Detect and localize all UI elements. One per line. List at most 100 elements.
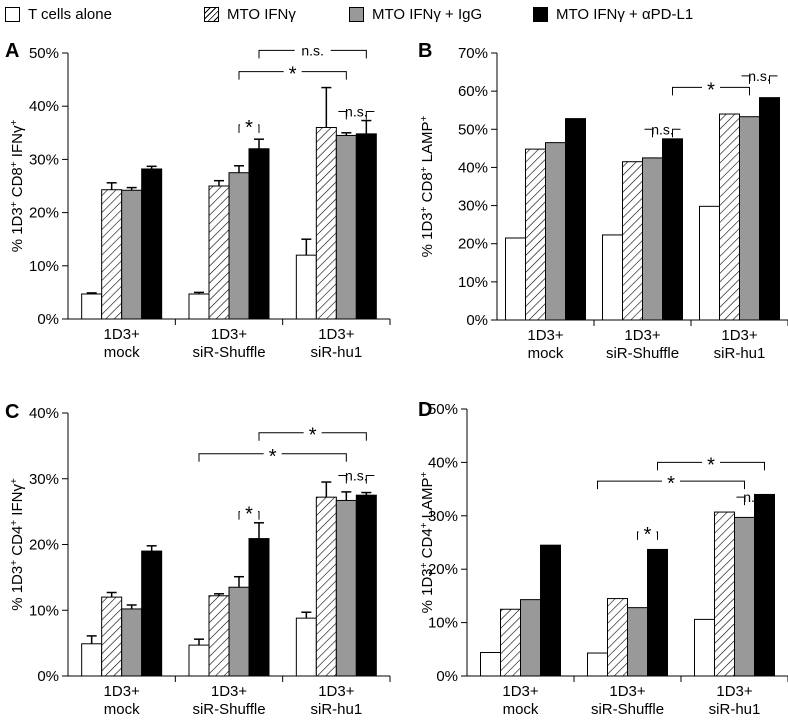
significance-bracket <box>720 461 765 471</box>
bar-t-cells-alone <box>295 617 317 677</box>
bar-mto-ifn <box>315 496 337 677</box>
y-axis-label-part: LAMP <box>419 477 436 522</box>
legend-swatch-white <box>5 7 20 22</box>
significance-star: * <box>667 473 675 495</box>
bar-t-cells-alone <box>587 652 608 677</box>
bar-mto-ifn-igg <box>121 189 143 320</box>
bar-mto-ifn-igg <box>545 142 566 321</box>
x-category-label: siR-Shuffle <box>591 701 664 718</box>
bar-mto-ifn-apdl1 <box>248 538 270 677</box>
y-axis-label-superscript: + <box>9 478 20 484</box>
y-axis-label-superscript: + <box>9 520 20 526</box>
significance-bracket <box>330 49 367 59</box>
y-tick-label: 30% <box>458 198 488 215</box>
y-axis-label-part: % 1D3 <box>419 212 436 257</box>
y-tick-label: 50% <box>428 401 458 418</box>
significance-star: * <box>289 64 297 86</box>
y-tick-label: 40% <box>29 98 59 115</box>
x-category-label: 1D3+ <box>721 327 758 344</box>
bar-mto-ifn <box>208 185 230 320</box>
y-axis-label-part: % 1D3 <box>419 568 436 613</box>
x-category-label: 1D3+ <box>527 327 564 344</box>
significance-bracket <box>769 75 778 84</box>
x-category-label: mock <box>503 701 539 718</box>
y-tick-label: 0% <box>37 311 59 328</box>
bar-t-cells-alone <box>694 618 715 677</box>
y-axis-label: % 1D3+ CD8+ LAMP+ <box>419 115 437 257</box>
y-tick-label: 30% <box>29 471 59 488</box>
significance-bracket <box>365 474 375 484</box>
y-tick-label: 20% <box>458 236 488 253</box>
bar-mto-ifn-igg <box>739 116 760 321</box>
x-category-label: mock <box>104 701 140 718</box>
y-axis-label-part: IFNγ <box>9 484 26 520</box>
bar-mto-ifn-igg <box>734 516 755 677</box>
legend-label: T cells alone <box>28 6 112 23</box>
y-tick-label: 10% <box>458 274 488 291</box>
y-axis-label-part: IFNγ <box>9 125 26 161</box>
legend-item-mto-ifn-igg: MTO IFNγ + IgG <box>349 6 482 23</box>
y-tick-label: 10% <box>29 602 59 619</box>
y-tick-label: 0% <box>466 312 488 329</box>
significance-ns-label: n.s. <box>743 489 766 505</box>
bar-mto-ifn <box>607 598 628 677</box>
y-axis-label-part: CD4 <box>9 526 26 560</box>
significance-star: * <box>707 454 715 476</box>
significance-ns-label: n.s. <box>345 104 368 120</box>
y-tick-label: 40% <box>458 159 488 176</box>
y-tick-label: 40% <box>29 405 59 422</box>
x-category-label: siR-Shuffle <box>192 701 265 718</box>
y-axis-label-superscript: + <box>419 471 430 477</box>
significance-bracket <box>198 453 264 462</box>
y-tick-label: 60% <box>458 83 488 100</box>
y-axis-label-part: LAMP <box>419 121 436 166</box>
bar-mto-ifn <box>714 511 735 677</box>
y-axis-label-part: % 1D3 <box>9 207 26 252</box>
y-axis-label-superscript: + <box>419 166 430 172</box>
legend-item-mto-ifn: MTO IFNγ <box>204 6 296 23</box>
y-tick-label: 0% <box>37 668 59 685</box>
y-axis-label-superscript: + <box>9 161 20 167</box>
significance-bracket <box>258 432 304 441</box>
significance-bracket <box>258 49 295 59</box>
x-category-label: 1D3+ <box>624 327 661 344</box>
significance-bracket <box>258 124 260 133</box>
x-category-label: 1D3+ <box>716 683 753 700</box>
legend-item-t-cells-alone: T cells alone <box>5 6 112 23</box>
y-axis-label-part: CD4 <box>419 528 436 562</box>
significance-bracket <box>321 432 367 441</box>
significance-bracket <box>657 461 702 471</box>
bar-t-cells-alone <box>295 254 317 320</box>
significance-bracket <box>672 128 681 138</box>
bar-mto-ifn <box>208 595 230 677</box>
y-axis-label-superscript: + <box>9 560 20 566</box>
bar-t-cells-alone <box>699 205 720 321</box>
bar-mto-ifn-apdl1 <box>565 118 586 321</box>
bar-mto-ifn <box>101 596 123 677</box>
y-tick-label: 20% <box>428 561 458 578</box>
bar-mto-ifn-apdl1 <box>141 550 163 677</box>
legend-item-mto-ifn-apdl1: MTO IFNγ + αPD-L1 <box>533 6 693 23</box>
panel-letter: C <box>5 401 19 423</box>
bar-t-cells-alone <box>188 293 210 320</box>
significance-bracket <box>720 86 750 96</box>
x-category-label: 1D3+ <box>211 683 248 700</box>
significance-bracket <box>258 511 260 520</box>
bar-mto-ifn-igg <box>228 172 250 320</box>
significance-bracket <box>338 474 347 484</box>
bar-t-cells-alone <box>81 293 103 320</box>
significance-bracket <box>764 496 773 506</box>
significance-bracket <box>637 531 639 540</box>
significance-bracket <box>736 496 745 506</box>
y-tick-label: 50% <box>29 45 59 62</box>
significance-bracket <box>365 111 375 120</box>
x-category-label: siR-Shuffle <box>606 345 679 362</box>
legend-swatch-hatched <box>204 7 219 22</box>
panel-letter: D <box>418 399 432 421</box>
y-tick-label: 10% <box>428 615 458 632</box>
panel-letter: A <box>5 40 19 62</box>
y-tick-label: 40% <box>428 454 458 471</box>
bar-mto-ifn-apdl1 <box>141 168 163 320</box>
legend-label: MTO IFNγ <box>227 6 296 23</box>
bar-t-cells-alone <box>81 643 103 677</box>
